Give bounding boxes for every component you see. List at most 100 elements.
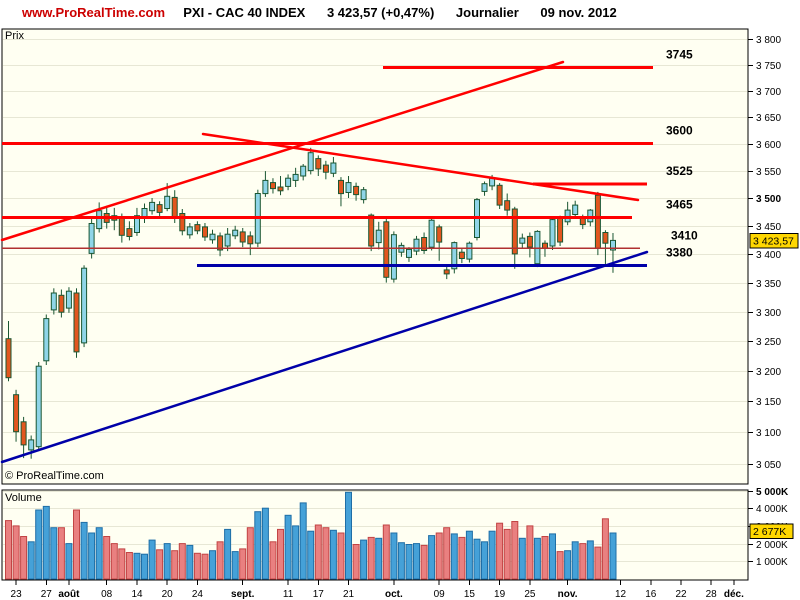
volume-bar	[209, 550, 216, 580]
candle-body	[149, 201, 156, 212]
volume-bar	[397, 542, 405, 580]
last-volume-badge-value: 2 677K	[753, 526, 786, 538]
time-axis-label: 15	[464, 589, 476, 600]
last-price-change: 3 423,57 (+0,47%)	[326, 5, 435, 20]
brand-link[interactable]: www.ProRealTime.com	[22, 5, 166, 20]
price-axis-label: 3 200	[756, 367, 781, 378]
instrument-name: PXI - CAC 40 INDEX	[183, 5, 306, 20]
price-axis-label: 3 350	[756, 279, 781, 290]
candle-body	[118, 218, 125, 236]
time-axis-label: août	[58, 589, 80, 600]
candle-body	[315, 158, 322, 170]
candle-body	[458, 251, 465, 259]
candle-body	[549, 219, 556, 247]
candle-body	[35, 365, 42, 448]
volume-bar	[428, 535, 436, 580]
volume-bar	[57, 527, 65, 580]
volume-bar	[503, 528, 511, 580]
ascending-red-trendline[interactable]	[0, 60, 565, 242]
volume-bar	[178, 543, 186, 580]
time-axis-label: 25	[524, 589, 536, 600]
volume-bar	[201, 553, 209, 580]
candle-body	[504, 200, 511, 211]
candle-body	[126, 228, 133, 238]
candle-body	[202, 226, 208, 238]
last-price-badge-value: 3 423,57	[753, 236, 794, 248]
candle-body	[511, 208, 518, 255]
price-axis-label: 3 300	[756, 308, 781, 319]
time-axis-label: 20	[162, 589, 174, 600]
volume-bar	[254, 511, 262, 580]
price-axis-label: 3 500	[756, 194, 781, 205]
time-axis-label: 12	[615, 589, 627, 600]
chart-title-bar: PXI - CAC 40 INDEX 3 423,57 (+0,47%) Jou…	[0, 5, 800, 20]
candle-body	[375, 229, 382, 244]
volume-bar	[269, 541, 277, 580]
volume-bar	[133, 552, 141, 580]
volume-bar	[556, 551, 564, 580]
candle-body	[390, 234, 397, 280]
volume-bar	[50, 527, 58, 580]
candle-body	[610, 239, 616, 251]
chart-header: www.ProRealTime.com PXI - CAC 40 INDEX 3…	[0, 0, 800, 28]
volume-bar	[533, 537, 541, 580]
price-axis-label: 3 050	[756, 460, 781, 471]
candle-body	[224, 233, 231, 247]
candle-body	[496, 184, 503, 206]
candle-body	[88, 223, 95, 254]
volume-bar	[405, 544, 413, 580]
time-axis-label: 28	[706, 589, 718, 600]
candle-body	[443, 269, 450, 275]
volume-bar	[594, 546, 602, 580]
volume-bar	[345, 491, 352, 580]
volume-bar	[148, 539, 156, 580]
candle-body	[481, 183, 488, 192]
level-label-3465: 3465	[666, 197, 693, 211]
volume-bar	[95, 527, 103, 580]
volume-bar	[564, 550, 572, 580]
candle-body	[194, 224, 201, 232]
volume-bar	[382, 524, 390, 580]
volume-bar	[435, 532, 443, 580]
ascending-blue-trendline[interactable]	[0, 250, 649, 464]
candle-body	[20, 421, 27, 446]
price-axis-label: 3 550	[756, 167, 781, 178]
candle-body	[353, 185, 360, 196]
volume-bar	[239, 548, 247, 580]
volume-bar	[110, 543, 118, 580]
volume-bar	[443, 527, 451, 580]
candle-body	[519, 237, 526, 244]
candle-body	[594, 194, 601, 249]
candle-body	[277, 186, 284, 192]
volume-bar	[307, 530, 315, 580]
price-panel[interactable]	[1, 28, 749, 485]
level-label-3380: 3380	[666, 245, 693, 259]
price-axis-label: 3 450	[756, 222, 781, 233]
volume-bar	[186, 544, 194, 580]
volume-bar	[125, 552, 133, 580]
last-volume-badge-box	[749, 523, 794, 539]
volume-axis-label: 5 000K	[756, 487, 789, 498]
time-axis-label: 16	[645, 589, 657, 600]
candle-body	[572, 204, 579, 216]
candle-body	[171, 196, 178, 219]
candle-body	[368, 214, 375, 247]
time-axis-label: 21	[343, 589, 355, 600]
last-price-badge: 3 423,57	[749, 233, 799, 249]
candle-body	[383, 221, 390, 278]
candle-body	[421, 237, 428, 251]
time-axis-label: oct.	[385, 589, 403, 600]
level-label-3525: 3525	[666, 164, 693, 178]
time-axis: 23 27 août 08 14 20 24 sept. 11 17 21 oct. 09 15 19 25 n…	[11, 580, 744, 600]
candle-body	[413, 238, 420, 252]
candle-body	[5, 338, 12, 379]
volume-bar	[27, 541, 35, 580]
candle-body	[28, 439, 35, 451]
candle-body	[534, 230, 541, 265]
descending-red-trendline[interactable]	[201, 132, 640, 202]
price-axis-label: 3 250	[756, 337, 781, 348]
volume-bar	[20, 536, 28, 580]
periodicity-label[interactable]: Journalier	[455, 5, 519, 20]
last-price-badge-box	[749, 233, 799, 249]
volume-bar	[458, 536, 466, 580]
